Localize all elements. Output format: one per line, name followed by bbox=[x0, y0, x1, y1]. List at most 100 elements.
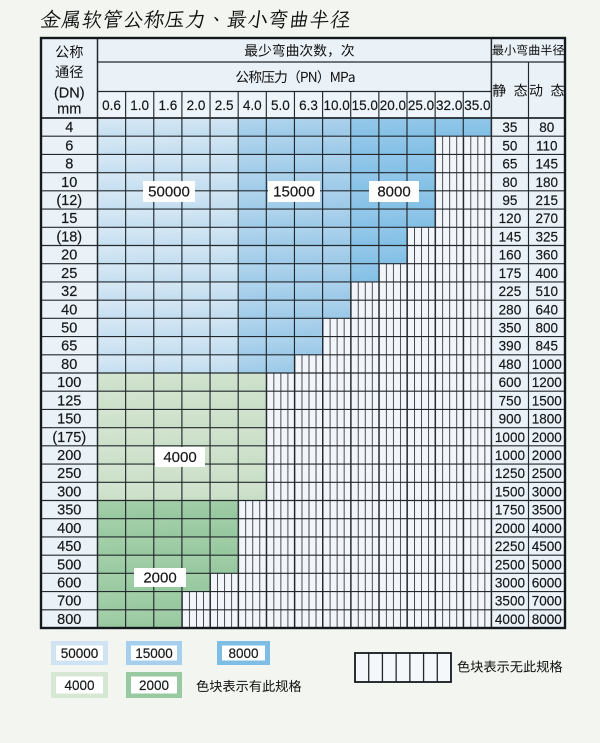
svg-text:2.5: 2.5 bbox=[215, 98, 234, 113]
svg-text:450: 450 bbox=[57, 539, 81, 555]
svg-text:4500: 4500 bbox=[532, 539, 562, 554]
svg-text:100: 100 bbox=[57, 375, 81, 391]
svg-text:3000: 3000 bbox=[532, 484, 562, 499]
svg-text:15.0: 15.0 bbox=[352, 98, 378, 113]
svg-text:1250: 1250 bbox=[495, 466, 525, 481]
svg-text:32.0: 32.0 bbox=[436, 98, 462, 113]
svg-text:4000: 4000 bbox=[64, 678, 94, 693]
svg-text:280: 280 bbox=[499, 302, 522, 317]
svg-text:145: 145 bbox=[499, 229, 522, 244]
svg-text:50000: 50000 bbox=[148, 184, 190, 201]
svg-text:5.0: 5.0 bbox=[271, 98, 290, 113]
svg-text:10: 10 bbox=[61, 175, 77, 191]
svg-text:120: 120 bbox=[499, 211, 522, 226]
svg-text:25.0: 25.0 bbox=[408, 98, 434, 113]
svg-text:800: 800 bbox=[535, 320, 558, 335]
svg-text:2250: 2250 bbox=[495, 539, 525, 554]
svg-text:65: 65 bbox=[61, 339, 77, 355]
svg-text:50: 50 bbox=[502, 138, 517, 153]
svg-text:2500: 2500 bbox=[495, 557, 525, 572]
svg-text:50000: 50000 bbox=[61, 646, 99, 661]
svg-text:8: 8 bbox=[65, 157, 73, 173]
svg-text:8000: 8000 bbox=[377, 184, 410, 201]
svg-text:25: 25 bbox=[61, 266, 77, 282]
svg-text:2000: 2000 bbox=[139, 678, 169, 693]
svg-text:80: 80 bbox=[502, 175, 517, 190]
svg-text:50: 50 bbox=[61, 320, 77, 336]
svg-text:3500: 3500 bbox=[532, 503, 562, 518]
svg-text:270: 270 bbox=[535, 211, 558, 226]
svg-text:750: 750 bbox=[499, 393, 522, 408]
svg-text:15000: 15000 bbox=[273, 184, 315, 201]
svg-text:200: 200 bbox=[57, 448, 81, 464]
svg-text:400: 400 bbox=[57, 521, 81, 537]
svg-text:6.3: 6.3 bbox=[299, 98, 318, 113]
svg-text:2000: 2000 bbox=[143, 570, 176, 587]
svg-text:8000: 8000 bbox=[228, 646, 258, 661]
svg-text:(DN): (DN) bbox=[54, 86, 85, 102]
svg-text:6: 6 bbox=[65, 138, 73, 154]
svg-text:510: 510 bbox=[535, 284, 558, 299]
svg-text:900: 900 bbox=[499, 412, 522, 427]
svg-text:250: 250 bbox=[57, 466, 81, 482]
svg-text:350: 350 bbox=[499, 320, 522, 335]
svg-text:845: 845 bbox=[535, 339, 558, 354]
svg-text:180: 180 bbox=[535, 175, 558, 190]
svg-text:4000: 4000 bbox=[163, 449, 196, 466]
svg-text:160: 160 bbox=[499, 248, 522, 263]
svg-text:(175): (175) bbox=[52, 430, 86, 446]
svg-text:2.0: 2.0 bbox=[187, 98, 206, 113]
svg-text:15000: 15000 bbox=[135, 646, 173, 661]
svg-text:150: 150 bbox=[57, 412, 81, 428]
svg-text:350: 350 bbox=[57, 503, 81, 519]
svg-text:(18): (18) bbox=[56, 229, 82, 245]
svg-text:(12): (12) bbox=[56, 193, 82, 209]
svg-text:1750: 1750 bbox=[495, 503, 525, 518]
svg-text:7000: 7000 bbox=[532, 594, 562, 609]
svg-text:40: 40 bbox=[61, 302, 77, 318]
svg-text:35.0: 35.0 bbox=[464, 98, 490, 113]
svg-text:5000: 5000 bbox=[532, 557, 562, 572]
svg-text:35: 35 bbox=[502, 120, 517, 135]
svg-text:15: 15 bbox=[61, 211, 77, 227]
svg-text:4.0: 4.0 bbox=[243, 98, 262, 113]
svg-text:95: 95 bbox=[502, 193, 517, 208]
svg-text:390: 390 bbox=[499, 339, 522, 354]
svg-text:20: 20 bbox=[61, 248, 77, 264]
svg-text:1500: 1500 bbox=[495, 484, 525, 499]
svg-text:1000: 1000 bbox=[532, 357, 562, 372]
svg-text:215: 215 bbox=[535, 193, 558, 208]
svg-text:6000: 6000 bbox=[532, 575, 562, 590]
svg-text:65: 65 bbox=[502, 157, 517, 172]
svg-text:1200: 1200 bbox=[532, 375, 562, 390]
svg-text:10.0: 10.0 bbox=[324, 98, 350, 113]
svg-text:2000: 2000 bbox=[495, 521, 525, 536]
svg-text:20.0: 20.0 bbox=[380, 98, 406, 113]
svg-text:600: 600 bbox=[499, 375, 522, 390]
svg-text:4000: 4000 bbox=[495, 612, 525, 627]
svg-text:2000: 2000 bbox=[532, 448, 562, 463]
svg-text:3000: 3000 bbox=[495, 575, 525, 590]
svg-text:360: 360 bbox=[535, 248, 558, 263]
svg-text:800: 800 bbox=[57, 612, 81, 628]
svg-text:300: 300 bbox=[57, 484, 81, 500]
svg-text:640: 640 bbox=[535, 302, 558, 317]
svg-text:325: 325 bbox=[535, 229, 558, 244]
svg-text:1000: 1000 bbox=[495, 430, 525, 445]
svg-text:8000: 8000 bbox=[532, 612, 562, 627]
svg-text:700: 700 bbox=[57, 594, 81, 610]
svg-text:3500: 3500 bbox=[495, 594, 525, 609]
svg-text:125: 125 bbox=[57, 393, 81, 409]
svg-text:1.6: 1.6 bbox=[158, 98, 177, 113]
svg-text:110: 110 bbox=[536, 138, 558, 153]
svg-text:80: 80 bbox=[539, 120, 554, 135]
svg-text:480: 480 bbox=[499, 357, 522, 372]
svg-text:4000: 4000 bbox=[532, 521, 562, 536]
svg-text:4: 4 bbox=[65, 120, 73, 136]
svg-text:1.0: 1.0 bbox=[130, 98, 149, 113]
svg-text:1500: 1500 bbox=[532, 393, 562, 408]
svg-text:225: 225 bbox=[499, 284, 522, 299]
svg-text:0.6: 0.6 bbox=[102, 98, 121, 113]
svg-text:2500: 2500 bbox=[532, 466, 562, 481]
svg-text:80: 80 bbox=[61, 357, 77, 373]
